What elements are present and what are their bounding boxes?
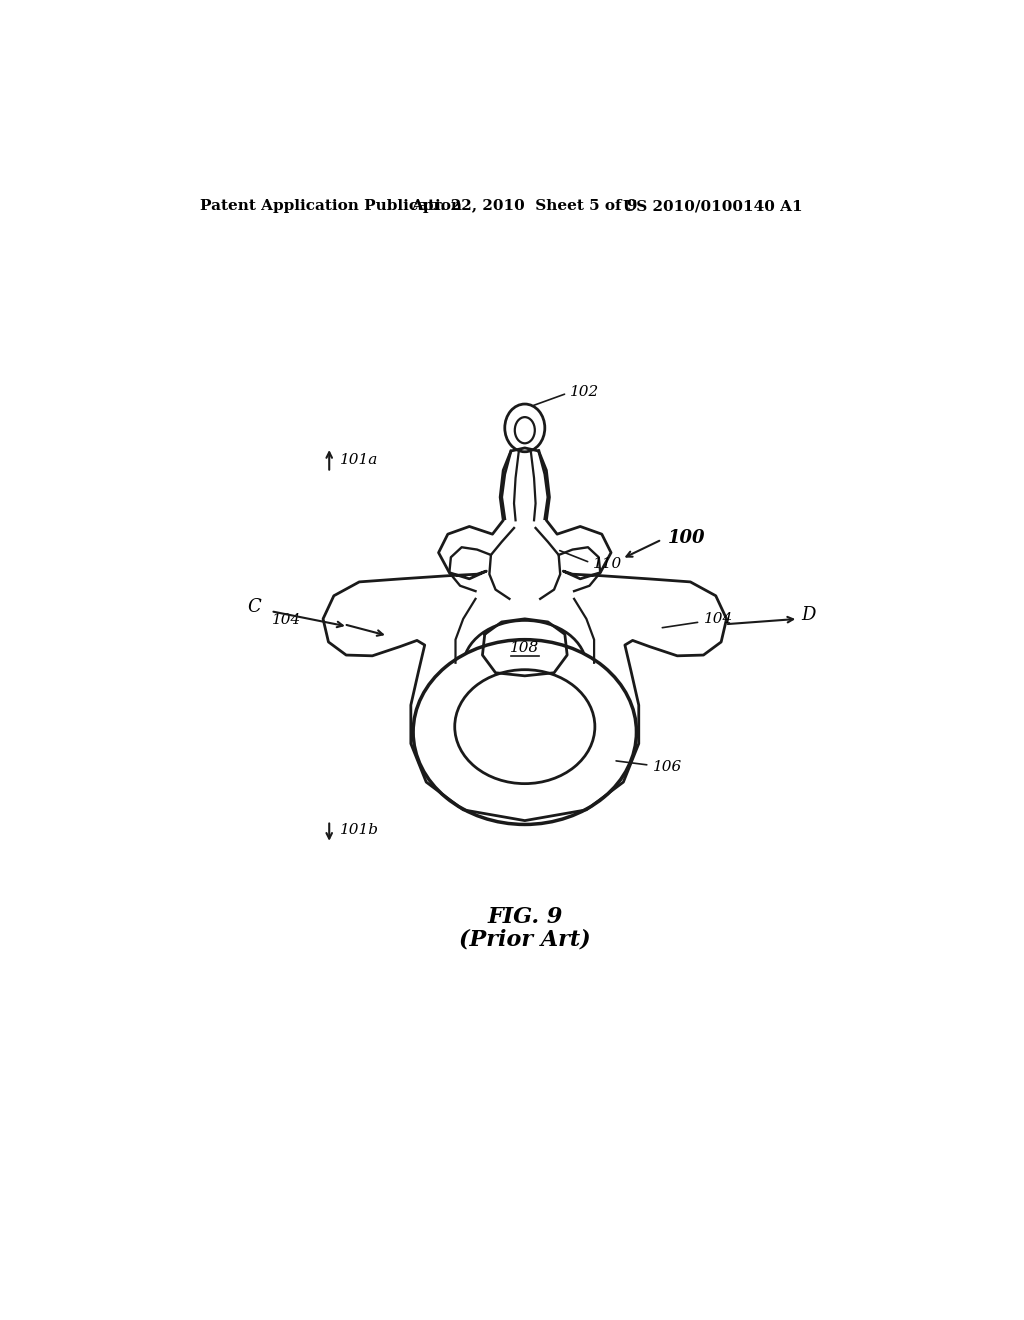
Text: 101b: 101b xyxy=(340,822,379,837)
Text: 104: 104 xyxy=(703,612,733,626)
Text: 106: 106 xyxy=(652,760,682,774)
Text: 108: 108 xyxy=(510,642,540,655)
Text: Apr. 22, 2010  Sheet 5 of 9: Apr. 22, 2010 Sheet 5 of 9 xyxy=(412,199,638,213)
Text: 104: 104 xyxy=(272,614,301,627)
Ellipse shape xyxy=(413,640,637,825)
Text: 102: 102 xyxy=(569,384,599,399)
Text: 110: 110 xyxy=(593,557,622,572)
Ellipse shape xyxy=(515,417,535,444)
Text: 100: 100 xyxy=(668,529,706,546)
Ellipse shape xyxy=(455,669,595,784)
Text: 101a: 101a xyxy=(340,453,379,467)
Ellipse shape xyxy=(505,404,545,451)
Text: US 2010/0100140 A1: US 2010/0100140 A1 xyxy=(624,199,803,213)
Ellipse shape xyxy=(463,620,587,713)
Text: Patent Application Publication: Patent Application Publication xyxy=(200,199,462,213)
Text: C: C xyxy=(247,598,261,615)
Text: FIG. 9: FIG. 9 xyxy=(487,906,562,928)
Text: D: D xyxy=(801,606,815,624)
Text: (Prior Art): (Prior Art) xyxy=(459,929,591,950)
